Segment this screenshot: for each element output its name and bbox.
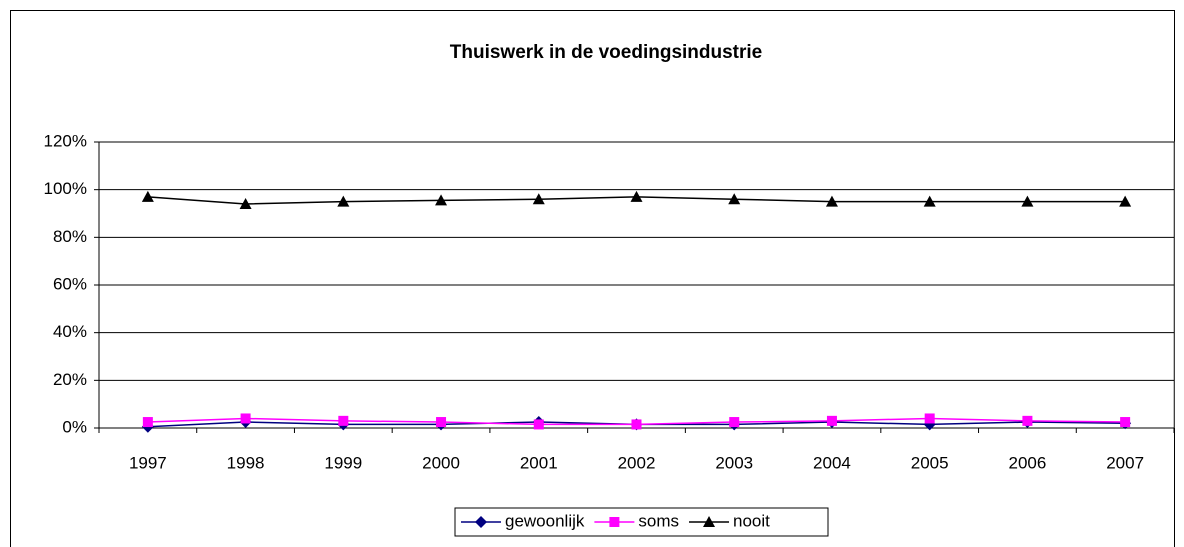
- chart-title: Thuiswerk in de voedingsindustrie: [450, 42, 763, 63]
- x-tick-label: 2001: [520, 453, 558, 472]
- marker: [703, 516, 716, 527]
- marker: [1021, 195, 1034, 207]
- marker: [825, 195, 838, 207]
- marker: [728, 193, 741, 205]
- y-tick-label: 20%: [53, 370, 87, 389]
- legend-label: nooit: [733, 511, 770, 530]
- marker: [1022, 415, 1033, 426]
- marker: [338, 415, 349, 426]
- marker: [923, 195, 936, 207]
- marker: [924, 413, 935, 424]
- y-tick-label: 100%: [44, 179, 87, 198]
- y-tick-label: 0%: [62, 417, 87, 436]
- marker: [630, 190, 643, 202]
- x-tick-label: 2005: [911, 453, 949, 472]
- y-tick-label: 60%: [53, 274, 87, 293]
- marker: [436, 417, 447, 428]
- x-tick-label: 2000: [422, 453, 460, 472]
- y-tick-label: 40%: [53, 322, 87, 341]
- x-tick-label: 2002: [618, 453, 656, 472]
- legend-box: [454, 507, 829, 537]
- marker: [240, 413, 251, 424]
- legend-label: gewoonlijk: [505, 511, 585, 530]
- marker: [435, 194, 448, 206]
- marker: [141, 190, 154, 202]
- marker: [239, 197, 252, 209]
- marker: [475, 516, 487, 528]
- x-tick-label: 1998: [227, 453, 265, 472]
- marker: [1120, 417, 1131, 428]
- marker: [609, 517, 620, 527]
- marker: [729, 417, 740, 428]
- marker: [337, 195, 350, 207]
- marker: [533, 419, 544, 430]
- y-tick-label: 80%: [53, 227, 87, 246]
- x-tick-label: 2007: [1106, 453, 1144, 472]
- marker: [826, 415, 837, 426]
- x-tick-label: 2006: [1008, 453, 1046, 472]
- marker: [631, 419, 642, 430]
- x-tick-label: 2003: [715, 453, 753, 472]
- x-tick-label: 1999: [324, 453, 362, 472]
- x-tick-label: 2004: [813, 453, 851, 472]
- x-tick-label: 1997: [129, 453, 167, 472]
- marker: [532, 193, 545, 205]
- marker: [1119, 195, 1132, 207]
- y-tick-label: 120%: [44, 131, 87, 150]
- marker: [142, 417, 153, 428]
- legend-label: soms: [638, 511, 679, 530]
